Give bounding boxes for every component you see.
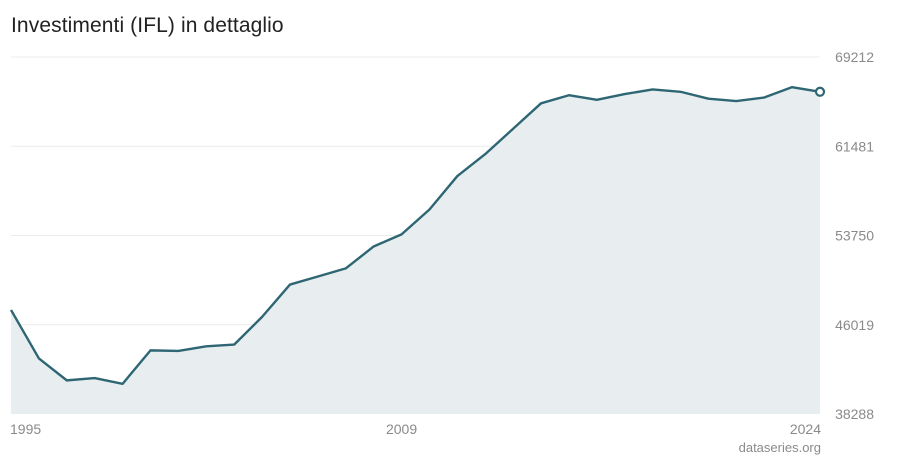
data-points [814,86,826,97]
source-label: dataseries.org [738,440,821,455]
area-fill [11,87,820,415]
y-tick-label: 53750 [835,228,874,244]
last-point-marker [814,86,826,97]
y-axis-ticks: 38288 46019 53750 61481 69212 [835,49,874,422]
y-tick-label: 46019 [835,317,874,333]
x-tick-label: 2009 [386,421,417,437]
x-tick-label: 2024 [790,421,821,437]
x-axis-ticks: 1995 2009 2024 [10,421,821,437]
y-tick-label: 69212 [835,49,874,65]
y-tick-label: 38288 [835,406,874,422]
series-line [9,85,821,386]
chart-title: Investimenti (IFL) in dettaglio [11,14,284,37]
x-tick-label: 1995 [10,421,41,437]
y-tick-label: 61481 [835,138,874,154]
